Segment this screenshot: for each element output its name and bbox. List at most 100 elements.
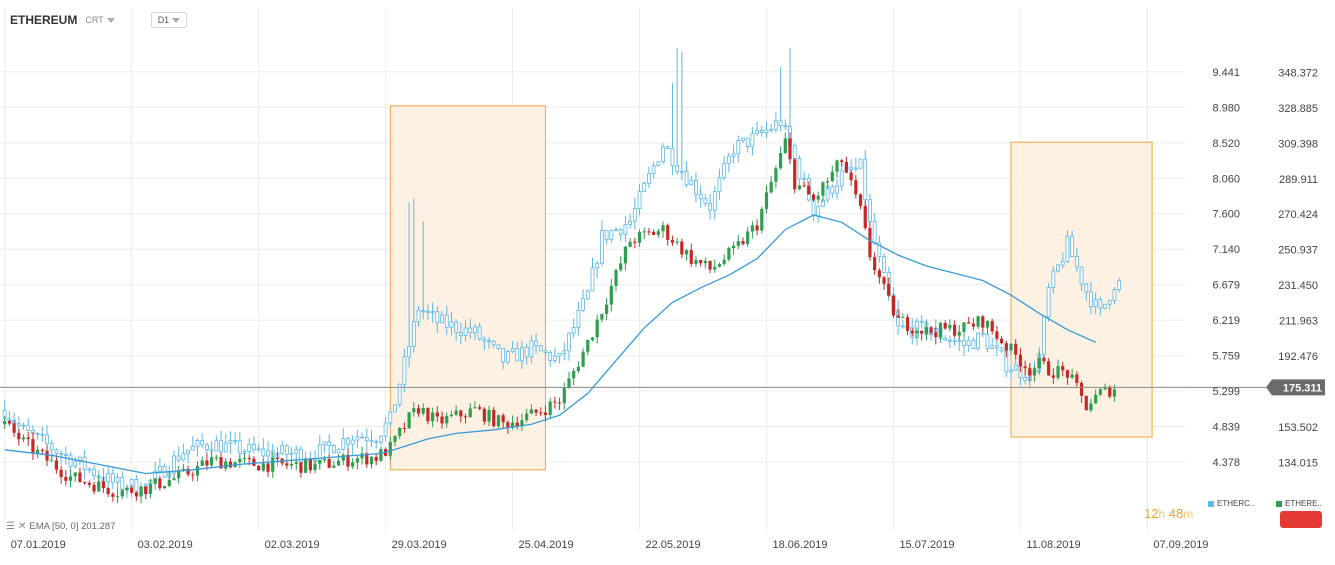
series-a-body <box>590 267 595 292</box>
series-a-body <box>444 314 449 328</box>
series-a-body <box>68 454 73 467</box>
candle-bear <box>666 225 670 240</box>
current-price-label: 175.311 <box>1283 382 1322 394</box>
y-right-tick-label: 134.015 <box>1278 458 1318 470</box>
series-a-body <box>684 171 689 186</box>
series-a-body <box>623 224 628 235</box>
series-a-body <box>331 445 336 454</box>
series-a-body <box>346 438 350 445</box>
candle-bull <box>623 246 628 264</box>
indicator-legend: ☰ ✕ EMA [50, 0] 201.287 <box>6 521 115 532</box>
candle-bear <box>1004 343 1008 351</box>
y-left-tick-label: 8.520 <box>1212 138 1240 150</box>
series-a-body <box>317 444 322 462</box>
series-a-body <box>1023 377 1028 381</box>
series-a-body <box>280 445 285 454</box>
series-a-body <box>571 327 576 334</box>
series-legend-a[interactable]: ETHERC.. <box>1208 499 1254 508</box>
candle-bull <box>289 464 294 466</box>
candle-bear <box>228 461 233 468</box>
candle-bear <box>492 409 496 427</box>
series-a-body <box>233 439 238 442</box>
series-a-body <box>205 444 209 450</box>
series-a-body <box>670 148 675 167</box>
candle-bull <box>614 269 618 286</box>
candle-bear <box>699 260 703 264</box>
candle-timer: 12h 48m <box>1144 506 1193 521</box>
candle-bull <box>746 231 750 245</box>
series-a-body <box>393 404 397 413</box>
y-right-tick-label: 348.372 <box>1278 67 1318 79</box>
chart-type-select[interactable]: CRT <box>85 15 115 25</box>
candle-bull <box>261 463 265 471</box>
series-a-body <box>252 443 256 451</box>
series-a-body <box>87 468 92 471</box>
close-icon[interactable]: ✕ <box>17 521 27 532</box>
candle-bear <box>506 422 510 428</box>
candle-bull <box>576 366 580 372</box>
candle-bear <box>905 317 910 331</box>
series-a-body <box>463 327 468 336</box>
series-a-body <box>764 129 769 133</box>
series-a-body <box>374 441 379 444</box>
series-a-body <box>731 153 736 157</box>
series-a-body <box>40 433 45 436</box>
candle-bull <box>487 409 491 422</box>
series-a-swatch <box>1208 500 1214 507</box>
candle-bull <box>355 458 359 463</box>
series-a-body <box>736 140 741 155</box>
candle-bull <box>750 225 754 232</box>
series-a-body <box>430 311 435 314</box>
series-a-body <box>440 314 444 324</box>
chevron-down-icon <box>106 17 115 23</box>
series-a-body <box>289 452 294 455</box>
series-a-body <box>59 452 64 455</box>
series-a-body <box>355 436 360 441</box>
series-a-body <box>971 339 976 349</box>
candle-bull <box>1103 386 1107 390</box>
sell-button[interactable] <box>1280 511 1322 528</box>
series-a-body <box>919 320 924 323</box>
candle-bear <box>501 415 505 423</box>
y-right-tick-label: 328.885 <box>1278 103 1318 115</box>
series-a-body <box>341 438 346 450</box>
candle-bear <box>247 458 251 460</box>
series-a-body <box>247 443 252 453</box>
x-tick-label: 07.01.2019 <box>11 539 66 551</box>
series-a-body <box>947 339 952 342</box>
timer-hours: 12 <box>1144 506 1159 521</box>
series-a-body <box>1117 280 1122 290</box>
series-a-body <box>501 348 506 363</box>
series-a-body <box>750 133 755 147</box>
series-a-body <box>336 448 341 454</box>
candle-bull <box>468 408 472 418</box>
series-a-body <box>458 331 463 336</box>
candle-bear <box>680 241 684 255</box>
candle-bear <box>134 492 138 497</box>
eye-icon[interactable]: ☰ <box>6 521 15 532</box>
candle-bull <box>294 462 298 465</box>
timeframe-select[interactable]: D1 <box>150 12 188 28</box>
candle-bull <box>1098 389 1102 395</box>
highlight-region <box>389 105 546 471</box>
candle-bull <box>50 460 54 462</box>
series-a-body <box>1060 261 1065 266</box>
candle-bull <box>210 457 214 466</box>
series-legend-b[interactable]: ETHERE.. <box>1276 499 1322 508</box>
y-left-tick-label: 8.980 <box>1212 102 1240 114</box>
series-a-body <box>157 465 162 472</box>
candle-bull <box>21 437 26 440</box>
series-a-body <box>1056 264 1060 272</box>
candle-bear <box>1028 368 1032 376</box>
candle-bull <box>816 195 820 200</box>
candle-bull <box>595 319 599 338</box>
candle-bear <box>45 450 49 461</box>
series-a-body <box>816 205 821 217</box>
symbol-title[interactable]: ETHEREUM <box>10 13 78 27</box>
x-tick-label: 22.05.2019 <box>646 539 701 551</box>
series-a-body <box>1098 299 1103 309</box>
candle-bull <box>496 415 501 427</box>
candle-bear <box>995 331 999 339</box>
